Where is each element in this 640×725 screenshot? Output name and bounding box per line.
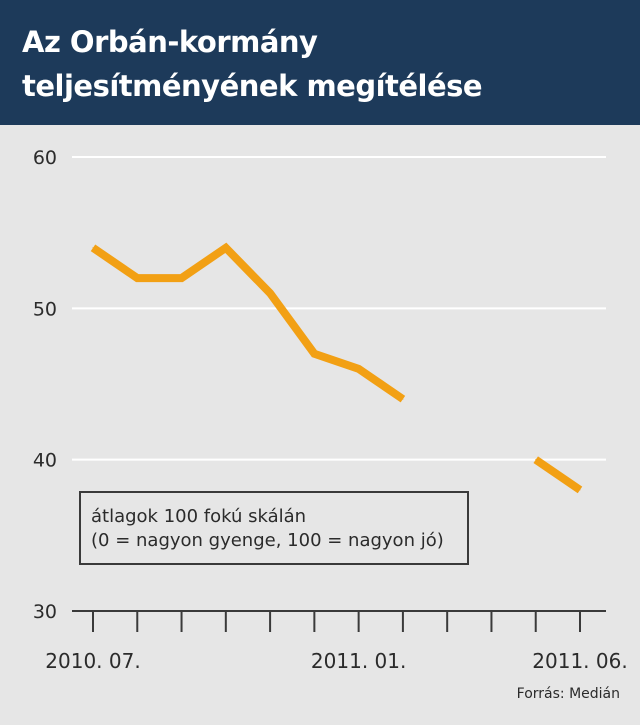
x-axis — [72, 610, 606, 632]
title-line-1: Az Orbán-kormány — [22, 25, 318, 59]
title-bar: Az Orbán-kormány teljesítményének megíté… — [0, 0, 640, 125]
source-note: Forrás: Medián — [516, 686, 620, 702]
x-tick-labels: 2010. 07. 2011. 01. 2011. 06. — [45, 649, 627, 673]
x-tick-label-2: 2011. 06. — [532, 649, 627, 673]
scale-note-box: átlagok 100 fokú skálán (0 = nagyon gyen… — [79, 491, 469, 565]
y-tick-label-40: 40 — [33, 450, 57, 472]
scale-note-line-1: átlagok 100 fokú skálán — [91, 506, 307, 527]
chart-title: Az Orbán-kormány teljesítményének megíté… — [22, 20, 483, 108]
y-tick-label-30: 30 — [33, 601, 57, 623]
grid-lines — [72, 156, 606, 461]
data-series — [90, 242, 583, 494]
series-line-segment-1 — [533, 456, 583, 494]
series-line-segment-0 — [90, 242, 406, 403]
scale-note-line-2: (0 = nagyon gyenge, 100 = nagyon jó) — [91, 530, 444, 551]
x-tick-label-1: 2011. 01. — [311, 649, 406, 673]
title-line-2: teljesítményének megítélése — [22, 69, 483, 103]
y-tick-label-60: 60 — [33, 147, 57, 169]
x-tick-label-0: 2010. 07. — [45, 649, 140, 673]
y-tick-labels: 30 40 50 60 — [33, 147, 57, 623]
y-tick-label-50: 50 — [33, 298, 57, 320]
